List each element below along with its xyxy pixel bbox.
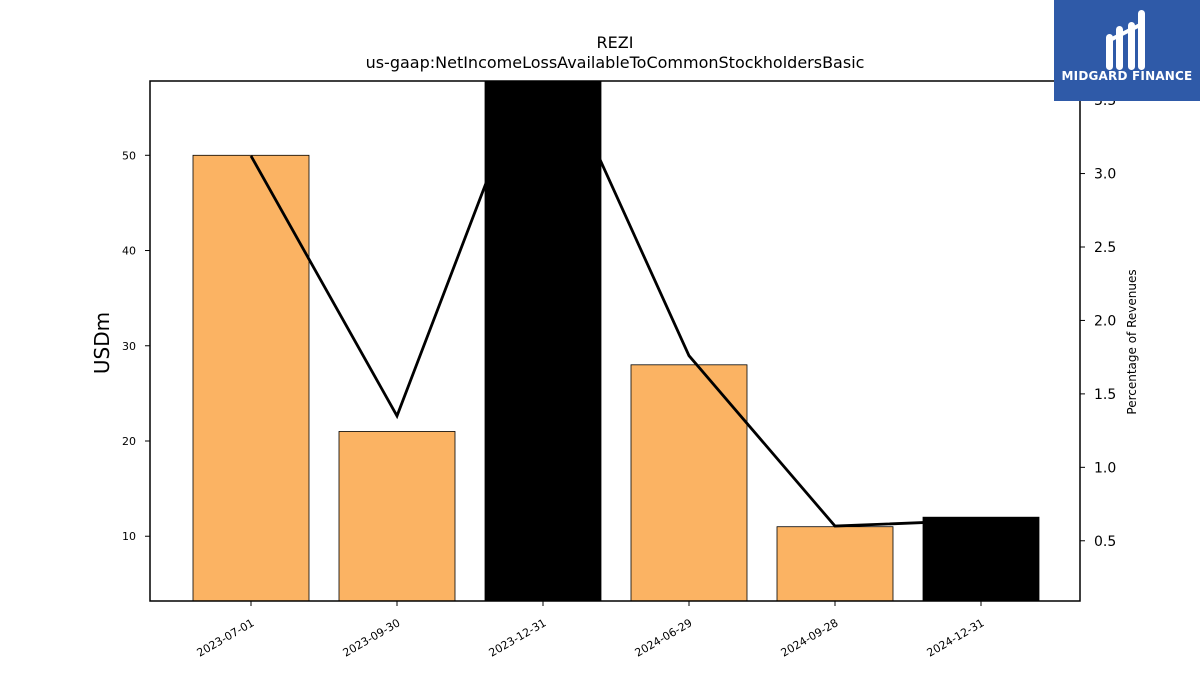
plot-frame bbox=[149, 80, 1081, 602]
y2-tick-label-3.0: 3.0 bbox=[1094, 167, 1116, 183]
y2-tick-label-1.0: 1.0 bbox=[1094, 460, 1116, 476]
y-tick-label-30: 30 bbox=[122, 340, 136, 353]
x-tick-label-2024-06-29: 2024-06-29 bbox=[633, 616, 695, 659]
y2-tick-label-2.0: 2.0 bbox=[1094, 313, 1116, 329]
brand-logo: MIDGARD FINANCE bbox=[1054, 0, 1200, 101]
bar-2023-12-31 bbox=[484, 80, 602, 602]
x-tick-label-2024-12-31: 2024-12-31 bbox=[925, 616, 987, 659]
brand-name: MIDGARD FINANCE bbox=[1061, 69, 1193, 83]
bar-2024-09-28 bbox=[776, 526, 894, 602]
y2-tick-label-1.5: 1.5 bbox=[1094, 387, 1116, 403]
percentage-line bbox=[249, 81, 982, 528]
y-tick-label-40: 40 bbox=[122, 245, 136, 258]
bar-2024-12-31 bbox=[922, 516, 1040, 602]
y-tick-label-10: 10 bbox=[122, 530, 136, 543]
x-tick-label-2023-12-31: 2023-12-31 bbox=[487, 616, 549, 659]
y2-tick-label-2.5: 2.5 bbox=[1094, 240, 1116, 256]
midgard-logo-icon bbox=[1106, 10, 1145, 70]
secondary-y-axis-label: Percentage of Revenues bbox=[1125, 269, 1139, 414]
y-tick-label-50: 50 bbox=[122, 149, 136, 162]
chart-title: REZI bbox=[597, 33, 634, 52]
y-tick-label-20: 20 bbox=[122, 435, 136, 448]
y2-tick-label-0.5: 0.5 bbox=[1094, 534, 1116, 550]
x-tick-label-2023-09-30: 2023-09-30 bbox=[341, 616, 403, 659]
plot-area: 10203040500.51.01.52.02.53.03.52023-07-0… bbox=[122, 80, 1116, 660]
chart-subtitle: us-gaap:NetIncomeLossAvailableToCommonSt… bbox=[366, 53, 865, 72]
bar-2023-07-01 bbox=[192, 154, 310, 602]
x-tick-label-2023-07-01: 2023-07-01 bbox=[195, 616, 257, 659]
bar-2024-06-29 bbox=[630, 364, 748, 602]
y-axis-label: USDm bbox=[90, 312, 114, 374]
bar-2023-09-30 bbox=[338, 431, 456, 602]
x-tick-label-2024-09-28: 2024-09-28 bbox=[779, 616, 841, 659]
